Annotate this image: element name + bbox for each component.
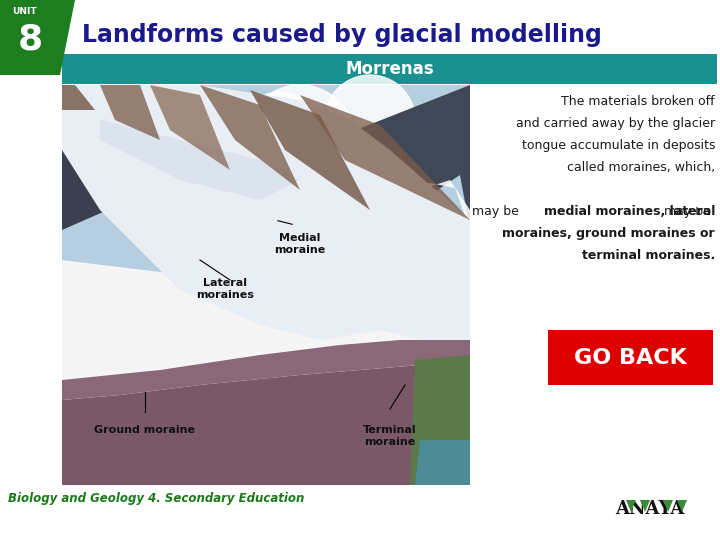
Polygon shape: [150, 85, 230, 170]
Circle shape: [325, 75, 415, 165]
Polygon shape: [310, 170, 470, 230]
Polygon shape: [0, 0, 75, 75]
Text: tongue accumulate in deposits: tongue accumulate in deposits: [521, 139, 715, 152]
Text: Ground moraine: Ground moraine: [94, 425, 196, 435]
Text: depending on where they are,: depending on where they are,: [526, 183, 715, 196]
Circle shape: [130, 130, 190, 190]
Text: ANAYA: ANAYA: [616, 500, 685, 518]
Polygon shape: [90, 85, 270, 125]
Text: Morrenas: Morrenas: [346, 60, 434, 78]
Polygon shape: [100, 85, 160, 140]
Polygon shape: [62, 85, 95, 110]
Text: moraines, ground moraines or: moraines, ground moraines or: [503, 227, 715, 240]
Text: terminal moraines.: terminal moraines.: [582, 249, 715, 262]
Polygon shape: [280, 85, 470, 230]
Polygon shape: [663, 500, 673, 512]
Text: UNIT: UNIT: [12, 7, 37, 16]
Text: called moraines, which,: called moraines, which,: [567, 161, 715, 174]
FancyBboxPatch shape: [548, 330, 713, 385]
FancyBboxPatch shape: [470, 85, 720, 345]
Text: GO BACK: GO BACK: [574, 348, 687, 368]
FancyBboxPatch shape: [470, 183, 715, 207]
Text: medial moraines, lateral: medial moraines, lateral: [544, 205, 715, 218]
Polygon shape: [62, 85, 470, 310]
Polygon shape: [250, 90, 370, 210]
Circle shape: [190, 110, 270, 190]
Circle shape: [385, 115, 455, 185]
FancyBboxPatch shape: [62, 54, 717, 84]
Circle shape: [245, 85, 355, 195]
Polygon shape: [62, 85, 290, 230]
Text: 8: 8: [18, 22, 43, 56]
Polygon shape: [640, 500, 650, 512]
Polygon shape: [300, 95, 470, 220]
Polygon shape: [200, 85, 300, 190]
Text: may be: may be: [472, 205, 523, 218]
Polygon shape: [415, 440, 470, 485]
Text: Medial
moraine: Medial moraine: [274, 233, 325, 255]
Circle shape: [242, 92, 318, 168]
Polygon shape: [410, 355, 470, 485]
Polygon shape: [626, 500, 636, 512]
Polygon shape: [677, 500, 687, 512]
Text: Terminal
moraine: Terminal moraine: [363, 425, 417, 447]
Text: Biology and Geology 4. Secondary Education: Biology and Geology 4. Secondary Educati…: [8, 492, 305, 505]
Text: Lateral
moraines: Lateral moraines: [196, 279, 254, 300]
Polygon shape: [62, 365, 470, 485]
Text: may be: may be: [664, 205, 715, 218]
Text: Landforms caused by glacial modelling: Landforms caused by glacial modelling: [82, 23, 602, 47]
FancyBboxPatch shape: [62, 85, 470, 485]
Polygon shape: [62, 340, 470, 400]
Text: and carried away by the glacier: and carried away by the glacier: [516, 117, 715, 130]
Polygon shape: [100, 120, 300, 200]
Circle shape: [305, 130, 375, 200]
Polygon shape: [62, 85, 470, 340]
Text: The materials broken off: The materials broken off: [562, 95, 715, 108]
